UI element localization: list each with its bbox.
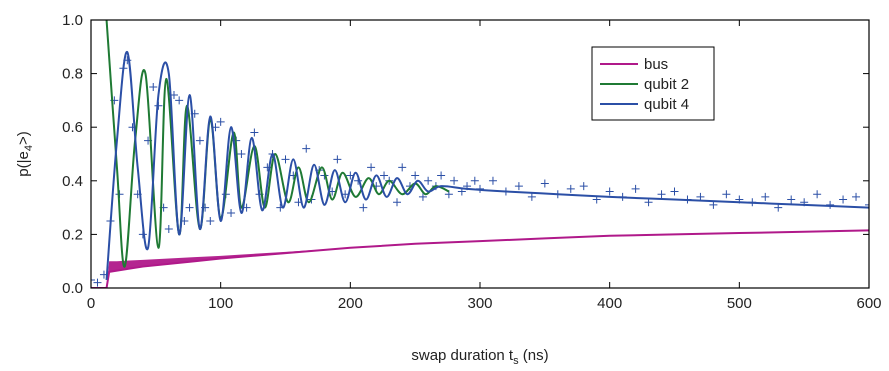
y-tick-label: 0.0 xyxy=(62,280,83,297)
data-point xyxy=(418,192,427,201)
bus-line xyxy=(91,229,869,288)
legend-label-qubit-2: qubit 2 xyxy=(644,76,689,93)
data-point xyxy=(195,136,204,145)
data-point xyxy=(709,200,718,209)
x-axis-title: swap duration ts (ns) xyxy=(411,347,548,367)
data-point xyxy=(91,275,95,284)
x-tick-label: 200 xyxy=(338,295,363,312)
data-point xyxy=(605,187,614,196)
data-point xyxy=(813,190,822,199)
x-axis: 0 100 200 300 400 500 600 xyxy=(87,20,882,312)
data-point xyxy=(227,208,236,217)
data-point xyxy=(185,203,194,212)
x-tick-label: 0 xyxy=(87,295,95,312)
data-point xyxy=(527,192,536,201)
series-bus xyxy=(91,229,869,288)
y-tick-label: 0.2 xyxy=(62,226,83,243)
data-point xyxy=(380,171,389,180)
y-axis-title-tail: >) xyxy=(15,131,32,145)
qubit-2-line xyxy=(105,20,450,268)
y-axis-title-main: p(|e xyxy=(15,151,32,177)
data-point xyxy=(670,187,679,196)
data-point xyxy=(540,179,549,188)
data-point xyxy=(237,150,246,158)
x-tick-label: 400 xyxy=(597,295,622,312)
x-tick-label: 500 xyxy=(727,295,752,312)
data-point xyxy=(216,117,225,126)
data-point xyxy=(631,184,640,193)
data-point xyxy=(488,176,497,185)
y-axis-title: p(|e4>) xyxy=(15,131,35,176)
data-point xyxy=(411,171,420,180)
data-point xyxy=(470,176,479,185)
legend-label-bus: bus xyxy=(644,56,668,73)
data-point xyxy=(852,192,861,201)
data-point xyxy=(149,83,158,91)
legend: bus qubit 2 qubit 4 xyxy=(591,46,715,121)
data-point xyxy=(250,128,259,137)
data-point xyxy=(722,190,731,199)
y-tick-label: 0.6 xyxy=(62,119,83,136)
y-tick-label: 0.4 xyxy=(62,173,83,190)
y-tick-label: 1.0 xyxy=(62,12,83,29)
data-point xyxy=(450,176,459,185)
x-axis-title-tail: (ns) xyxy=(519,347,549,364)
data-point xyxy=(93,278,102,287)
data-point xyxy=(657,190,666,199)
data-point xyxy=(367,163,376,172)
x-axis-title-sub: s xyxy=(513,355,519,367)
data-point xyxy=(839,195,848,204)
data-point xyxy=(164,225,173,234)
data-point xyxy=(774,203,783,212)
data-point xyxy=(761,192,770,201)
qubit-4-line xyxy=(105,51,869,281)
data-point xyxy=(444,190,453,199)
data-point xyxy=(302,144,311,153)
data-point xyxy=(424,176,433,185)
y-tick-label: 0.8 xyxy=(62,66,83,83)
data-point xyxy=(644,198,653,207)
data-point xyxy=(359,203,368,212)
legend-label-qubit-4: qubit 4 xyxy=(644,96,689,113)
data-point xyxy=(579,182,588,191)
data-point xyxy=(175,96,184,105)
data-point xyxy=(393,198,402,207)
series-lines xyxy=(105,20,869,281)
data-point xyxy=(514,182,523,191)
data-point xyxy=(566,184,575,193)
x-axis-title-main: swap duration t xyxy=(411,347,514,364)
data-point xyxy=(696,192,705,201)
data-point xyxy=(281,155,290,164)
data-point xyxy=(206,217,215,225)
plot-frame xyxy=(90,19,870,289)
y-axis: 0.0 0.2 0.4 0.6 0.8 1.0 xyxy=(62,12,869,297)
data-point xyxy=(787,195,796,204)
data-point xyxy=(865,200,869,209)
y-axis-title-sub: 4 xyxy=(23,145,35,151)
data-point xyxy=(398,163,407,172)
x-tick-label: 100 xyxy=(208,295,233,312)
x-tick-label: 300 xyxy=(467,295,492,312)
x-tick-label: 600 xyxy=(856,295,881,312)
data-point xyxy=(333,155,342,164)
data-point xyxy=(437,171,446,180)
